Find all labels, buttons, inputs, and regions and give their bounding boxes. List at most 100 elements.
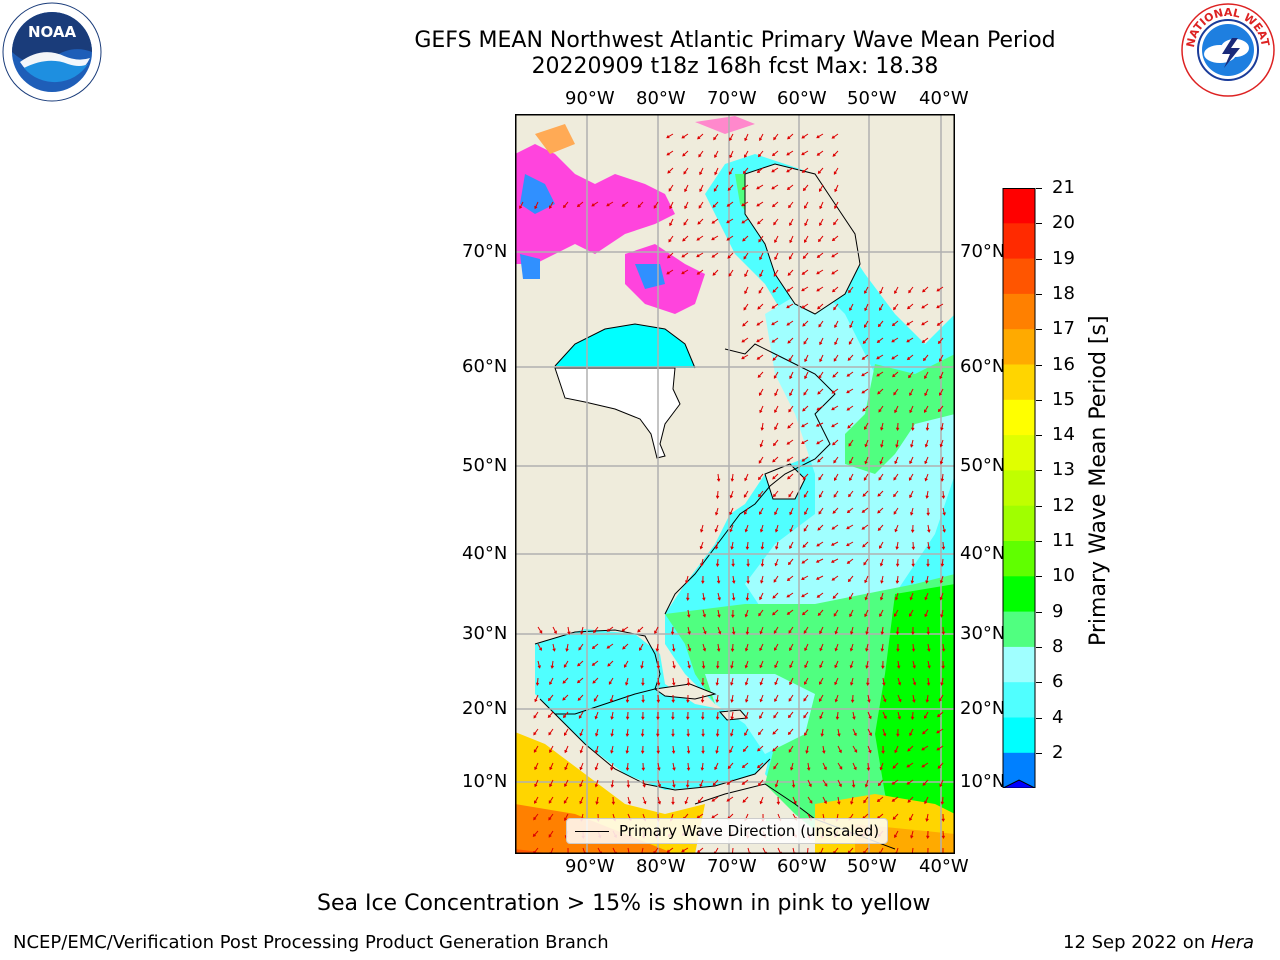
wave-direction-arrow bbox=[773, 711, 779, 719]
wave-direction-arrow bbox=[727, 184, 734, 191]
wave-direction-arrow bbox=[847, 354, 854, 361]
wave-direction-arrow bbox=[849, 456, 854, 465]
wave-direction-arrow bbox=[801, 150, 809, 156]
wave-direction-arrow bbox=[548, 694, 554, 702]
wave-direction-arrow bbox=[534, 201, 539, 210]
wave-direction-arrow bbox=[864, 779, 869, 788]
colorbar-segment bbox=[1003, 682, 1035, 718]
wave-direction-arrow bbox=[879, 541, 884, 549]
colorbar-segment bbox=[1003, 717, 1035, 754]
wave-direction-arrow bbox=[837, 779, 842, 788]
noaa-logo-text: NOAA bbox=[28, 23, 77, 41]
wave-direction-arrow bbox=[686, 592, 690, 601]
wave-direction-arrow bbox=[682, 235, 689, 242]
wave-direction-arrow bbox=[882, 694, 887, 703]
wave-direction-arrow bbox=[877, 779, 884, 787]
wave-direction-arrow bbox=[926, 830, 930, 839]
wave-direction-arrow bbox=[911, 626, 915, 635]
wave-direction-arrow bbox=[685, 575, 689, 584]
wave-direction-arrow bbox=[864, 609, 869, 618]
wave-direction-arrow bbox=[906, 762, 914, 768]
wave-direction-arrow bbox=[911, 558, 915, 567]
wave-direction-arrow bbox=[803, 524, 809, 532]
wave-direction-arrow bbox=[759, 507, 764, 515]
wave-direction-arrow bbox=[729, 133, 734, 142]
wave-direction-arrow bbox=[921, 762, 929, 768]
wave-direction-arrow bbox=[741, 779, 749, 785]
wave-direction-arrow bbox=[533, 813, 539, 821]
wave-direction-arrow bbox=[831, 235, 839, 242]
wave-direction-arrow bbox=[879, 558, 884, 567]
wave-direction-arrow bbox=[534, 762, 539, 771]
wave-direction-arrow bbox=[698, 150, 704, 158]
wave-direction-arrow bbox=[683, 167, 689, 175]
wave-direction-arrow bbox=[640, 745, 645, 754]
wave-direction-arrow bbox=[699, 779, 704, 788]
wave-direction-arrow bbox=[936, 745, 944, 751]
wave-direction-arrow bbox=[552, 626, 557, 635]
wave-direction-arrow bbox=[867, 711, 872, 720]
wave-direction-arrow bbox=[712, 269, 719, 276]
wave-direction-arrow bbox=[911, 643, 916, 652]
wave-direction-arrow bbox=[802, 541, 809, 548]
wave-direction-arrow bbox=[817, 456, 824, 463]
wave-direction-arrow bbox=[772, 354, 779, 361]
wave-direction-arrow bbox=[897, 677, 902, 686]
wave-direction-arrow bbox=[608, 677, 614, 685]
colorbar-tick-mark bbox=[1036, 470, 1042, 472]
wave-direction-arrow bbox=[834, 694, 839, 703]
colorbar-segment bbox=[1003, 541, 1035, 577]
wave-direction-arrow bbox=[923, 354, 929, 362]
wave-direction-arrow bbox=[756, 762, 764, 769]
wave-direction-arrow bbox=[745, 626, 750, 635]
wave-direction-arrow bbox=[771, 303, 779, 309]
wave-direction-arrow bbox=[774, 235, 779, 244]
wave-direction-arrow bbox=[907, 796, 914, 803]
wave-direction-arrow bbox=[906, 354, 914, 361]
wave-direction-arrow bbox=[878, 405, 884, 413]
wave-direction-arrow bbox=[834, 184, 839, 193]
wave-direction-arrow bbox=[758, 609, 764, 617]
wave-direction-arrow bbox=[759, 592, 764, 601]
wave-direction-arrow bbox=[804, 235, 809, 243]
wave-direction-arrow bbox=[726, 796, 734, 802]
wave-direction-arrow bbox=[758, 456, 764, 464]
colorbar-label: Primary Wave Mean Period [s] bbox=[1086, 315, 1111, 646]
wave-direction-arrow bbox=[937, 337, 944, 345]
wave-direction-arrow bbox=[924, 609, 929, 618]
wave-direction-arrow bbox=[593, 694, 599, 702]
wave-direction-arrow bbox=[831, 422, 839, 428]
wave-direction-arrow bbox=[822, 779, 828, 787]
wave-direction-arrow bbox=[726, 779, 734, 785]
wave-direction-arrow bbox=[831, 286, 839, 293]
wave-direction-arrow bbox=[626, 779, 631, 788]
wave-direction-arrow bbox=[671, 797, 675, 805]
wave-direction-arrow bbox=[908, 286, 914, 294]
wave-direction-arrow bbox=[537, 660, 541, 669]
wave-direction-arrow bbox=[803, 711, 809, 719]
wave-direction-arrow bbox=[625, 694, 630, 703]
wave-direction-arrow bbox=[730, 728, 734, 737]
wave-direction-arrow bbox=[897, 694, 902, 703]
wave-direction-arrow bbox=[791, 779, 796, 788]
wave-direction-arrow bbox=[711, 813, 719, 819]
lat-tick-left-1: 60°N bbox=[462, 356, 508, 377]
lon-tick-bottom-4: 50°W bbox=[847, 856, 897, 877]
wave-direction-arrow bbox=[880, 643, 884, 652]
wave-direction-arrow bbox=[668, 235, 674, 243]
wave-direction-arrow bbox=[756, 337, 764, 343]
wave-direction-arrow bbox=[548, 796, 554, 804]
wave-direction-arrow bbox=[772, 456, 779, 463]
wave-direction-arrow bbox=[881, 660, 885, 669]
wave-direction-arrow bbox=[771, 201, 779, 208]
wave-direction-arrow bbox=[787, 473, 794, 480]
colorbar-tick-11: 10 bbox=[1052, 565, 1075, 587]
wave-direction-arrow bbox=[894, 609, 899, 617]
wave-direction-arrow bbox=[641, 694, 645, 703]
wave-direction-arrow bbox=[666, 133, 674, 139]
colorbar-tick-8: 13 bbox=[1052, 459, 1075, 481]
wave-direction-arrow bbox=[819, 677, 824, 685]
wave-direction-arrow bbox=[714, 507, 719, 516]
wave-direction-arrow bbox=[741, 337, 749, 343]
wave-direction-arrow bbox=[789, 218, 794, 227]
